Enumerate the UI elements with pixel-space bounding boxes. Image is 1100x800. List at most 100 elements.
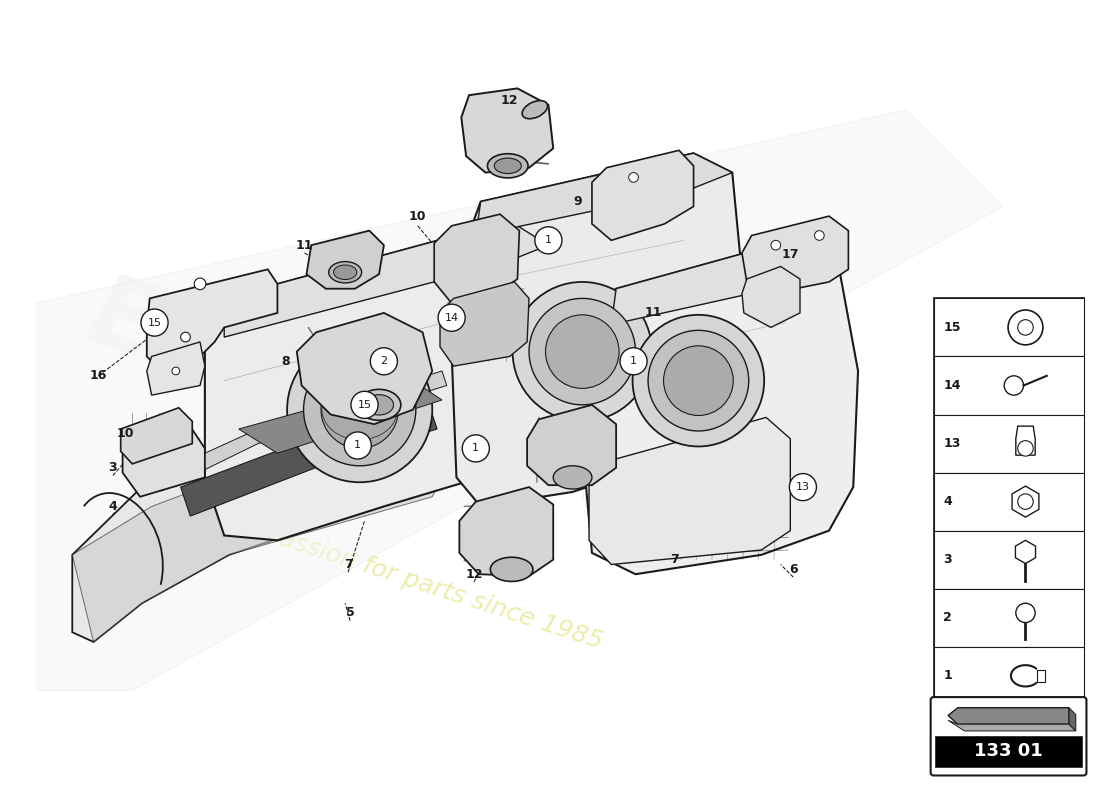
Bar	[934, 530, 1084, 589]
Text: 12: 12	[500, 94, 518, 106]
Polygon shape	[588, 418, 790, 565]
Text: 15: 15	[147, 318, 162, 327]
Polygon shape	[476, 154, 733, 235]
Circle shape	[513, 282, 652, 422]
Text: 2: 2	[381, 356, 387, 366]
Text: 10: 10	[409, 210, 427, 222]
Text: 10: 10	[117, 427, 134, 440]
Ellipse shape	[333, 265, 356, 279]
Text: 6: 6	[789, 563, 797, 576]
Polygon shape	[440, 282, 529, 366]
Bar	[934, 589, 1084, 646]
Polygon shape	[73, 429, 452, 642]
Circle shape	[1018, 494, 1033, 510]
Text: 13: 13	[796, 482, 810, 492]
Ellipse shape	[494, 158, 521, 174]
Text: 14: 14	[444, 313, 459, 322]
Circle shape	[1008, 310, 1043, 345]
Polygon shape	[741, 216, 848, 295]
Polygon shape	[527, 405, 616, 485]
Bar	[935, 736, 1081, 766]
Circle shape	[620, 348, 647, 375]
Ellipse shape	[358, 390, 400, 420]
Text: 3: 3	[109, 462, 118, 474]
Circle shape	[771, 240, 781, 250]
Text: 12: 12	[465, 568, 483, 581]
Polygon shape	[1015, 540, 1035, 563]
Circle shape	[1004, 376, 1023, 395]
Polygon shape	[948, 708, 1069, 724]
Polygon shape	[239, 381, 442, 454]
Text: 1: 1	[544, 235, 552, 246]
Text: EuPa Spares: EuPa Spares	[76, 266, 769, 573]
Ellipse shape	[364, 394, 394, 415]
Text: 3: 3	[943, 553, 951, 566]
Polygon shape	[307, 230, 384, 289]
Circle shape	[462, 435, 490, 462]
Polygon shape	[592, 150, 694, 240]
Polygon shape	[297, 313, 432, 424]
Circle shape	[304, 354, 416, 466]
Circle shape	[535, 226, 562, 254]
Text: 4: 4	[109, 500, 118, 513]
Circle shape	[351, 391, 378, 418]
Bar	[934, 414, 1084, 473]
Circle shape	[141, 309, 168, 336]
Circle shape	[529, 298, 636, 405]
Circle shape	[663, 346, 734, 415]
Circle shape	[321, 371, 398, 448]
Bar	[934, 298, 1084, 705]
Circle shape	[172, 367, 179, 375]
Text: 4: 4	[943, 495, 951, 508]
Text: 15: 15	[358, 400, 372, 410]
Circle shape	[814, 230, 824, 240]
Polygon shape	[152, 371, 447, 491]
Bar	[934, 473, 1084, 530]
Text: 11: 11	[645, 306, 662, 319]
Circle shape	[1018, 441, 1033, 456]
Polygon shape	[180, 400, 437, 516]
Circle shape	[344, 432, 372, 459]
Polygon shape	[1012, 486, 1038, 517]
Text: 13: 13	[943, 437, 960, 450]
Circle shape	[1015, 603, 1035, 622]
Text: 1: 1	[943, 670, 951, 682]
Polygon shape	[1015, 426, 1035, 455]
Text: 1: 1	[354, 441, 361, 450]
Polygon shape	[461, 88, 553, 173]
Ellipse shape	[522, 101, 548, 118]
Polygon shape	[146, 270, 277, 371]
Ellipse shape	[487, 154, 528, 178]
Text: 8: 8	[280, 354, 289, 368]
FancyBboxPatch shape	[931, 697, 1087, 775]
Text: 2: 2	[943, 611, 951, 624]
Text: 7: 7	[343, 558, 352, 571]
Text: 1: 1	[472, 443, 480, 454]
Polygon shape	[121, 408, 192, 464]
Text: 11: 11	[296, 238, 314, 252]
Circle shape	[629, 173, 638, 182]
Polygon shape	[452, 154, 741, 506]
Text: 9: 9	[573, 195, 582, 208]
Polygon shape	[612, 243, 838, 325]
Ellipse shape	[491, 558, 532, 582]
Text: 5: 5	[345, 606, 354, 619]
Circle shape	[648, 330, 749, 431]
Polygon shape	[1069, 708, 1076, 731]
Circle shape	[287, 337, 432, 482]
Polygon shape	[35, 110, 1003, 690]
Polygon shape	[948, 720, 1076, 731]
Text: 14: 14	[943, 379, 960, 392]
Text: 16: 16	[90, 370, 107, 382]
Polygon shape	[741, 266, 800, 327]
Bar	[934, 298, 1084, 357]
Polygon shape	[460, 487, 553, 576]
Text: 133 01: 133 01	[975, 742, 1043, 760]
Bar	[934, 646, 1084, 705]
Text: 17: 17	[782, 248, 799, 262]
Polygon shape	[122, 419, 205, 497]
Circle shape	[790, 474, 816, 501]
Text: 7: 7	[670, 553, 679, 566]
Bar	[934, 357, 1084, 414]
Polygon shape	[434, 214, 519, 303]
